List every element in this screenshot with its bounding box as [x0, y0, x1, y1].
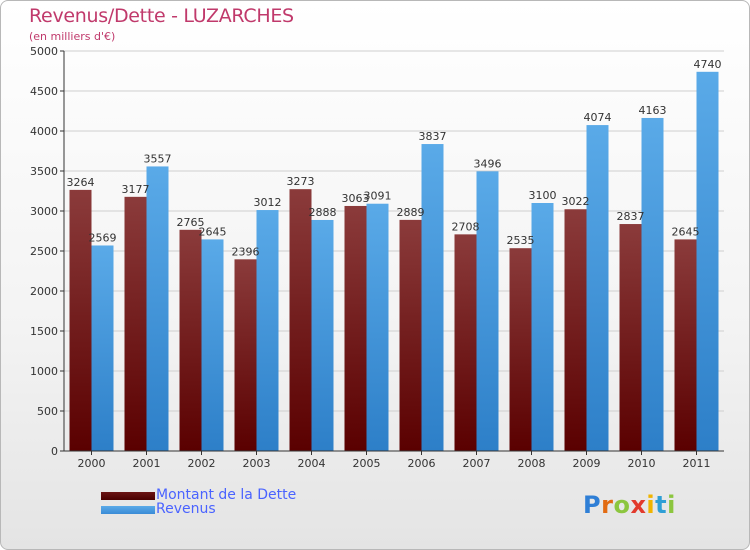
bar-dette-2009 [564, 209, 587, 451]
x-tick-label: 2008 [518, 457, 546, 470]
y-tick-label: 1500 [30, 325, 58, 338]
data-label-dette-2009: 3022 [562, 195, 590, 208]
x-tick-label: 2009 [573, 457, 601, 470]
bar-revenus-2000 [91, 245, 114, 451]
logo-letter: t [655, 491, 668, 519]
bar-dette-2001 [124, 196, 147, 451]
y-tick-label: 4000 [30, 125, 58, 138]
bar-dette-2002 [179, 229, 202, 451]
logo-letter: r [601, 491, 614, 519]
bar-revenus-2007 [476, 171, 499, 451]
data-label-revenus-2004: 2888 [309, 206, 337, 219]
y-tick-label: 4500 [30, 85, 58, 98]
data-label-dette-2007: 2708 [452, 220, 480, 233]
y-axis-ticks: 0 500 1000 1500 2000 2500 3000 3500 4000 4500 5000 [30, 45, 64, 458]
bar-revenus-2002 [201, 239, 224, 451]
data-labels: 3264256931773557276526452396301232732888… [67, 58, 722, 259]
chart-subtitle: (en milliers d'€) [29, 30, 116, 43]
x-tick-label: 2007 [463, 457, 491, 470]
y-tick-label: 0 [51, 445, 58, 458]
data-label-revenus-2002: 2645 [199, 225, 227, 238]
y-tick-label: 5000 [30, 45, 58, 58]
bar-revenus-2005 [366, 203, 389, 451]
y-tick-label: 3000 [30, 205, 58, 218]
bar-revenus-2001 [146, 166, 169, 451]
data-label-dette-2008: 2535 [507, 234, 535, 247]
data-label-dette-2011: 2645 [672, 225, 700, 238]
x-tick-label: 2000 [78, 457, 106, 470]
y-tick-label: 2500 [30, 245, 58, 258]
bar-revenus-2010 [641, 117, 664, 452]
axes [63, 51, 724, 452]
bar-dette-2007 [454, 234, 477, 451]
bar-dette-2010 [619, 224, 642, 451]
bar-dette-2003 [234, 259, 257, 451]
data-label-dette-2005: 3063 [342, 192, 370, 205]
x-tick-label: 2004 [298, 457, 326, 470]
data-label-revenus-2011: 4740 [694, 58, 722, 71]
bar-revenus-2009 [586, 125, 609, 451]
bar-dette-2004 [289, 189, 312, 451]
logo-letter: i [646, 491, 656, 519]
data-label-dette-2003: 2396 [232, 245, 260, 258]
data-label-revenus-2010: 4163 [639, 104, 667, 117]
legend-swatch-revenus [101, 506, 155, 514]
data-label-revenus-2000: 2569 [89, 231, 117, 244]
bar-dette-2011 [674, 239, 697, 451]
data-label-revenus-2006: 3837 [419, 130, 447, 143]
bar-dette-2006 [399, 219, 422, 451]
data-label-dette-2010: 2837 [617, 210, 645, 223]
y-tick-label: 3500 [30, 165, 58, 178]
bar-revenus-2006 [421, 144, 444, 452]
logo-letter: i [667, 491, 676, 519]
logo-letter: x [630, 491, 647, 519]
logo-letter: o [613, 491, 631, 519]
data-label-revenus-2009: 4074 [584, 111, 612, 124]
x-tick-label: 2003 [243, 457, 271, 470]
legend-label-dette: Montant de la Dette [156, 487, 297, 503]
data-label-revenus-2005: 3091 [364, 190, 392, 203]
data-label-revenus-2007: 3496 [474, 157, 502, 170]
grid-lines [64, 50, 724, 412]
x-tick-label: 2001 [133, 457, 161, 470]
bar-revenus-2004 [311, 219, 334, 451]
data-label-dette-2001: 3177 [122, 183, 150, 196]
x-tick-label: 2010 [628, 457, 656, 470]
data-label-revenus-2003: 3012 [254, 196, 282, 209]
x-tick-label: 2006 [408, 457, 436, 470]
data-label-dette-2006: 2889 [397, 206, 425, 219]
bar-dette-2008 [509, 248, 532, 451]
bar-revenus-2003 [256, 210, 279, 451]
y-tick-label: 1000 [30, 365, 58, 378]
chart-title: Revenus/Dette - LUZARCHES [29, 5, 294, 27]
data-label-dette-2000: 3264 [67, 176, 95, 189]
data-label-revenus-2008: 3100 [529, 189, 557, 202]
x-axis-ticks: 2000 2001 2002 2003 2004 2005 2006 2007 2008 2009… [78, 451, 711, 470]
legend-swatch-dette [101, 492, 155, 500]
legend-label-revenus: Revenus [156, 501, 216, 517]
logo-letter: P [583, 491, 602, 519]
y-tick-label: 500 [37, 405, 58, 418]
bars [69, 71, 719, 452]
bar-dette-2005 [344, 205, 367, 451]
x-tick-label: 2011 [683, 457, 711, 470]
y-tick-label: 2000 [30, 285, 58, 298]
x-tick-label: 2005 [353, 457, 381, 470]
bar-dette-2000 [69, 189, 92, 451]
data-label-dette-2002: 2765 [177, 216, 205, 229]
bar-revenus-2008 [531, 203, 554, 451]
bar-revenus-2011 [696, 71, 719, 452]
x-tick-label: 2002 [188, 457, 216, 470]
data-label-dette-2004: 3273 [287, 175, 315, 188]
proxiti-logo: Proxiti [583, 491, 676, 519]
data-label-revenus-2001: 3557 [144, 152, 172, 165]
